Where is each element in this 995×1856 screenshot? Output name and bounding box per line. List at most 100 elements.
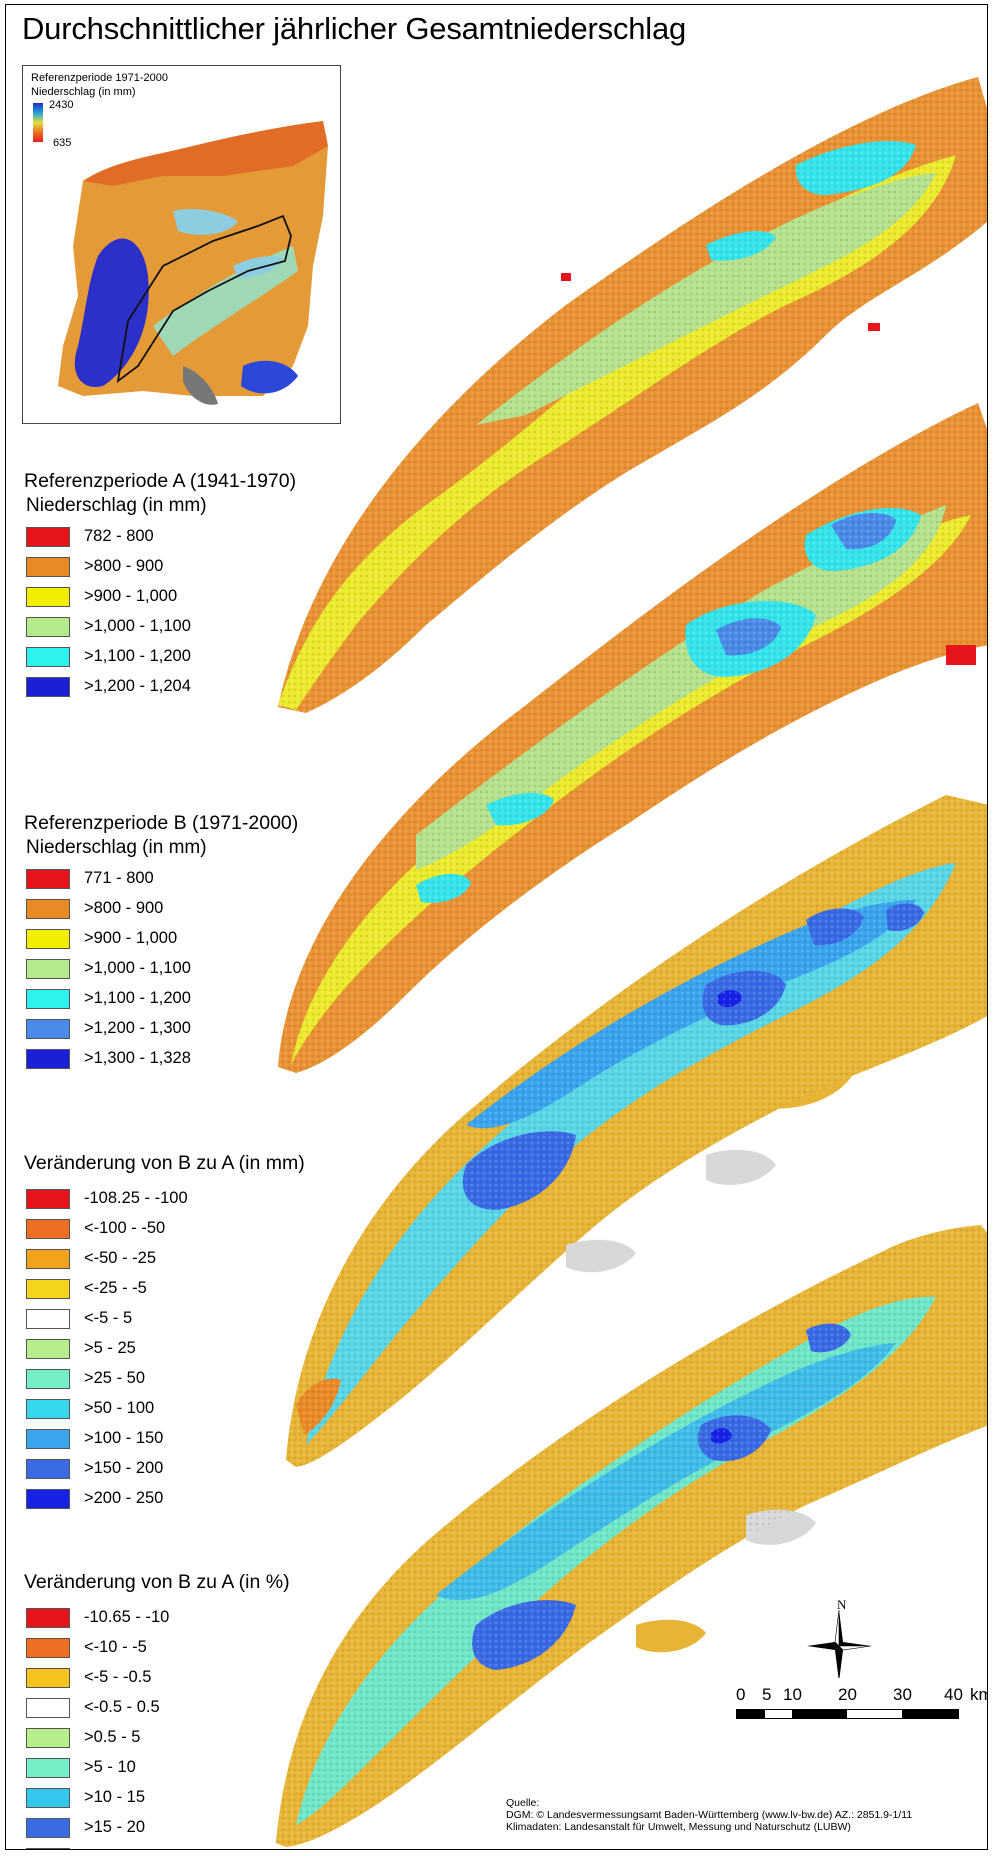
legend-item: >25 - 50 <box>24 1365 305 1395</box>
scale-tick-label: 10 <box>783 1685 802 1704</box>
legend-label: >100 - 150 <box>84 1429 164 1447</box>
legend-swatch <box>26 929 70 949</box>
legend-label: <-5 - 5 <box>84 1309 133 1327</box>
legend-label: -10.65 - -10 <box>84 1608 170 1626</box>
legend-label: <-0.5 - 0.5 <box>84 1698 160 1716</box>
legend-swatch <box>26 587 70 607</box>
legend-label: >25 - 50 <box>84 1369 146 1387</box>
legend-swatch <box>26 869 70 889</box>
legend-label: >10 - 15 <box>84 1788 146 1806</box>
legend-unit: Niederschlag (in mm) <box>26 495 207 516</box>
inset-max-value: 2430 <box>49 99 74 111</box>
legend-label: <-10 - -5 <box>84 1638 147 1656</box>
legend-label: >1,200 - 1,204 <box>84 677 191 695</box>
scale-unit: km <box>970 1685 987 1704</box>
legend-item: <-50 - -25 <box>24 1245 305 1275</box>
legend-swatch <box>26 647 70 667</box>
legend-items: 771 - 800 >800 - 900 >900 - 1,000 >1,000 - … <box>24 865 298 1075</box>
inset-reference-label: Referenzperiode 1971-2000 <box>31 72 168 84</box>
scale-bar <box>736 1709 959 1719</box>
legend-label: <-50 - -25 <box>84 1249 156 1267</box>
legend-swatch <box>26 1219 70 1239</box>
map-period-a <box>278 77 987 713</box>
legend-label: >50 - 100 <box>84 1399 155 1417</box>
legend-swatch <box>26 527 70 547</box>
legend-swatch <box>26 1399 70 1419</box>
legend-swatch <box>26 1818 70 1838</box>
overview-inset: Referenzperiode 1971-2000 Niederschlag (… <box>22 65 341 424</box>
legend-item: <-5 - 5 <box>24 1305 305 1335</box>
legend-item: <-100 - -50 <box>24 1215 305 1245</box>
legend-item: >1,300 - 1,328 <box>24 1045 298 1075</box>
legend-swatch <box>26 899 70 919</box>
legend-label: >1,200 - 1,300 <box>84 1019 191 1037</box>
legend-swatch <box>26 1019 70 1039</box>
legend-label: <-100 - -50 <box>84 1219 166 1237</box>
legend-label: >5 - 10 <box>84 1758 136 1776</box>
legend-swatch <box>26 1489 70 1509</box>
legend-label: >1,300 - 1,328 <box>84 1049 191 1067</box>
legend-label: >1,000 - 1,100 <box>84 617 191 635</box>
legend-title: Veränderung von B zu A (in mm) <box>24 1152 305 1174</box>
inset-unit-label: Niederschlag (in mm) <box>31 86 136 98</box>
legend-title: Referenzperiode B (1971-2000) <box>24 812 299 834</box>
legend-swatch <box>26 677 70 697</box>
legend-label: >800 - 900 <box>84 899 164 917</box>
legend-label: 782 - 800 <box>84 527 154 545</box>
legend-item: <-10 - -5 <box>24 1634 290 1664</box>
inset-color-ramp <box>33 103 43 142</box>
legend-label: <-5 - -0.5 <box>84 1668 152 1686</box>
legend-item: 771 - 800 <box>24 865 298 895</box>
legend-title: Referenzperiode A (1941-1970) <box>24 470 297 492</box>
legend-swatch <box>26 1249 70 1269</box>
legend-item: >900 - 1,000 <box>24 583 296 613</box>
legend-swatch <box>26 1638 70 1658</box>
legend-swatch <box>26 1339 70 1359</box>
map-change-percent <box>276 1225 987 1847</box>
legend-item: >5 - 25 <box>24 1335 305 1365</box>
legend-swatch <box>26 1848 70 1849</box>
legend-swatch <box>26 1279 70 1299</box>
legend-swatch <box>26 1608 70 1628</box>
legend-item: >50 - 100 <box>24 1395 305 1425</box>
legend-swatch <box>26 1698 70 1718</box>
legend-label: >900 - 1,000 <box>84 929 178 947</box>
legend-items: 782 - 800 >800 - 900 >900 - 1,000 >1,000 - … <box>24 523 296 703</box>
scale-tick-label: 5 <box>762 1685 772 1704</box>
legend-label: >5 - 25 <box>84 1339 136 1357</box>
legend-swatch <box>26 557 70 577</box>
legend-swatch <box>26 1758 70 1778</box>
legend-period-b: Referenzperiode B (1971-2000) Niederschla… <box>24 812 298 1075</box>
legend-item: >10 - 15 <box>24 1784 290 1814</box>
legend-swatch <box>26 959 70 979</box>
legend-item: >900 - 1,000 <box>24 925 298 955</box>
legend-swatch <box>26 1049 70 1069</box>
legend-label: >800 - 900 <box>84 557 164 575</box>
legend-label: >1,100 - 1,200 <box>84 647 191 665</box>
legend-item: >1,100 - 1,200 <box>24 985 298 1015</box>
source-note: Quelle: DGM: © Landesvermessungsamt Bade… <box>506 1797 912 1833</box>
legend-change-mm: Veränderung von B zu A (in mm) -108.25 - … <box>24 1152 305 1515</box>
map-title: Durchschnittlicher jährlicher Gesamtnied… <box>22 11 687 46</box>
legend-items: -108.25 - -100 <-100 - -50 <-50 - -25 <-25 … <box>24 1185 305 1515</box>
scale-labels: 0 5 10 20 30 40 km <box>726 1685 987 1707</box>
legend-item: <-5 - -0.5 <box>24 1664 290 1694</box>
north-label: N <box>837 1597 847 1612</box>
legend-swatch <box>26 989 70 1009</box>
legend-item: -10.65 - -10 <box>24 1604 290 1634</box>
legend-swatch <box>26 1788 70 1808</box>
legend-label: >1,100 - 1,200 <box>84 989 191 1007</box>
inset-min-value: 635 <box>53 137 72 149</box>
scale-tick-label: 40 <box>944 1685 963 1704</box>
legend-item: <-25 - -5 <box>24 1275 305 1305</box>
scale-tick-label: 0 <box>736 1685 746 1704</box>
legend-items: -10.65 - -10 <-10 - -5 <-5 - -0.5 <-0.5 - 0… <box>24 1604 290 1849</box>
map-frame: Durchschnittlicher jährlicher Gesamtnied… <box>5 4 988 1850</box>
legend-swatch <box>26 617 70 637</box>
legend-item: >0.5 - 5 <box>24 1724 290 1754</box>
legend-label: >15 - 20 <box>84 1818 146 1836</box>
legend-item: >20 - 25 <box>24 1844 290 1849</box>
legend-item: 782 - 800 <box>24 523 296 553</box>
legend-item: >5 - 10 <box>24 1754 290 1784</box>
legend-swatch <box>26 1668 70 1688</box>
